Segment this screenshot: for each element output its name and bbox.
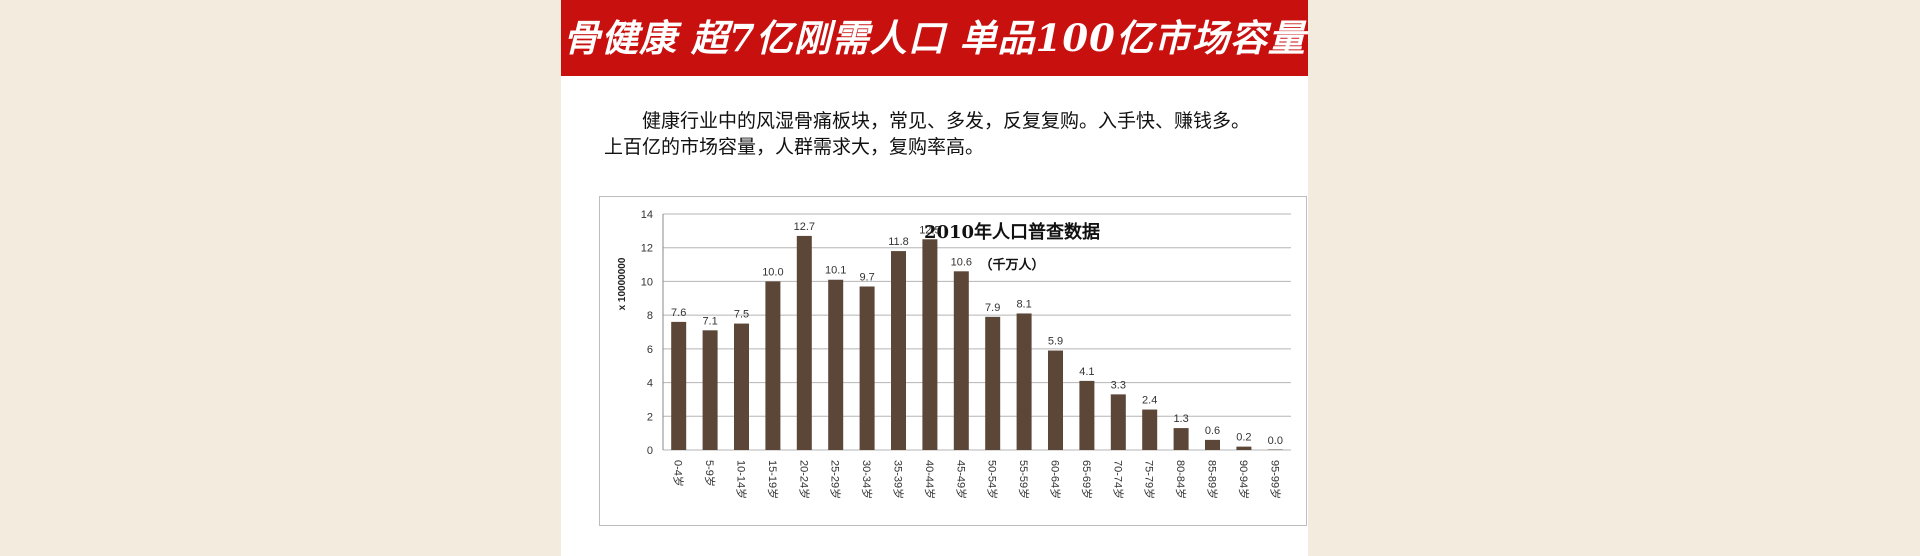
- bar: [1236, 446, 1252, 450]
- chart-subtitle: （千万人）: [979, 257, 1044, 273]
- data-label: 12.5: [919, 224, 940, 236]
- bar: [1173, 428, 1189, 450]
- data-label: 3.3: [1111, 379, 1126, 391]
- y-tick-label: 12: [641, 243, 653, 255]
- x-tick-label: 60-64岁: [1049, 460, 1063, 499]
- x-tick-label: 20-24岁: [797, 460, 811, 499]
- x-tick-label: 35-39岁: [892, 460, 906, 499]
- x-tick-label: 90-94岁: [1237, 460, 1251, 499]
- bar: [891, 251, 906, 450]
- y-tick-label: 2: [647, 411, 653, 423]
- data-label: 10.0: [762, 266, 783, 278]
- y-tick-label: 4: [647, 378, 653, 390]
- data-label: 10.6: [951, 256, 972, 268]
- x-tick-label: 80-84岁: [1174, 460, 1188, 499]
- page: 骨健康 超7亿刚需人口 单品100亿市场容量 健康行业中的风湿骨痛板块，常见、多…: [561, 0, 1308, 556]
- bar: [985, 316, 1001, 450]
- data-label: 0.6: [1205, 425, 1220, 437]
- y-tick-label: 6: [647, 344, 653, 356]
- x-tick-label: 65-69岁: [1080, 460, 1094, 499]
- bar: [1016, 313, 1032, 450]
- chart-title: 2010年人口普查数据: [924, 221, 1100, 243]
- bar: [671, 321, 687, 450]
- x-tick-label: 85-89岁: [1206, 460, 1220, 499]
- x-tick-label: 95-99岁: [1268, 460, 1282, 499]
- bar: [702, 330, 718, 450]
- data-label: 0.0: [1268, 435, 1283, 447]
- data-label: 12.7: [794, 221, 815, 233]
- data-label: 8.1: [1016, 298, 1031, 310]
- chart-svg: 0 2 4 6 8 10 12 14 x 10000000 7.6 0-4岁 7.1 5-9岁 7.5 10…: [599, 196, 1307, 526]
- y-tick-label: 0: [647, 445, 653, 457]
- x-tick-label: 10-14岁: [735, 460, 749, 499]
- bar: [1205, 439, 1220, 450]
- data-label: 4.1: [1079, 366, 1094, 378]
- y-axis-label: x 10000000: [617, 257, 628, 310]
- data-label: 7.5: [734, 309, 749, 321]
- x-tick-label: 15-19岁: [766, 460, 780, 499]
- y-tick-label: 14: [641, 209, 653, 221]
- bar: [922, 239, 938, 450]
- intro-line-1: 健康行业中的风湿骨痛板块，常见、多发，反复复购。入手快、赚钱多。: [642, 110, 1251, 132]
- x-tick-label: 45-49岁: [954, 460, 968, 499]
- data-label: 0.2: [1236, 432, 1251, 444]
- data-label: 10.1: [825, 265, 846, 277]
- bar: [828, 279, 844, 450]
- x-tick-label: 0-4岁: [672, 460, 686, 487]
- banner-title: 骨健康 超7亿刚需人口 单品100亿市场容量: [563, 16, 1306, 60]
- x-tick-label: 40-44岁: [923, 460, 937, 499]
- population-chart: 0 2 4 6 8 10 12 14 x 10000000 7.6 0-4岁 7.1 5-9岁 7.5 10…: [599, 196, 1307, 526]
- bar: [1110, 394, 1126, 450]
- x-tick-label: 30-34岁: [860, 460, 874, 499]
- x-tick-label: 25-29岁: [829, 460, 843, 499]
- data-label: 7.1: [702, 315, 717, 327]
- bar: [1142, 409, 1158, 450]
- x-tick-label: 50-54岁: [986, 460, 1000, 499]
- bar: [1079, 380, 1095, 450]
- intro-line-2: 上百亿的市场容量，人群需求大，复购率高。: [604, 136, 985, 158]
- bar: [734, 323, 749, 450]
- data-label: 11.8: [888, 236, 909, 248]
- bar: [953, 271, 969, 450]
- x-tick-label: 55-59岁: [1017, 460, 1031, 499]
- x-tick-label: 5-9岁: [703, 460, 717, 487]
- x-tick-label: 70-74岁: [1111, 460, 1125, 499]
- bar: [859, 286, 875, 450]
- bar: [1267, 449, 1283, 450]
- data-label: 7.9: [985, 302, 1000, 314]
- x-tick-label: 75-79岁: [1143, 460, 1157, 499]
- data-label: 9.7: [859, 271, 874, 283]
- bar: [1048, 350, 1063, 450]
- data-label: 7.6: [671, 307, 686, 319]
- y-tick-label: 10: [641, 276, 653, 288]
- data-label: 2.4: [1142, 395, 1157, 407]
- data-label: 1.3: [1173, 413, 1188, 425]
- y-tick-label: 8: [647, 310, 653, 322]
- bar: [796, 235, 812, 450]
- header-banner: 骨健康 超7亿刚需人口 单品100亿市场容量: [561, 0, 1308, 76]
- data-label: 5.9: [1048, 336, 1063, 348]
- bar: [765, 281, 781, 450]
- intro-text: 健康行业中的风湿骨痛板块，常见、多发，反复复购。入手快、赚钱多。 上百亿的市场容…: [604, 108, 1284, 160]
